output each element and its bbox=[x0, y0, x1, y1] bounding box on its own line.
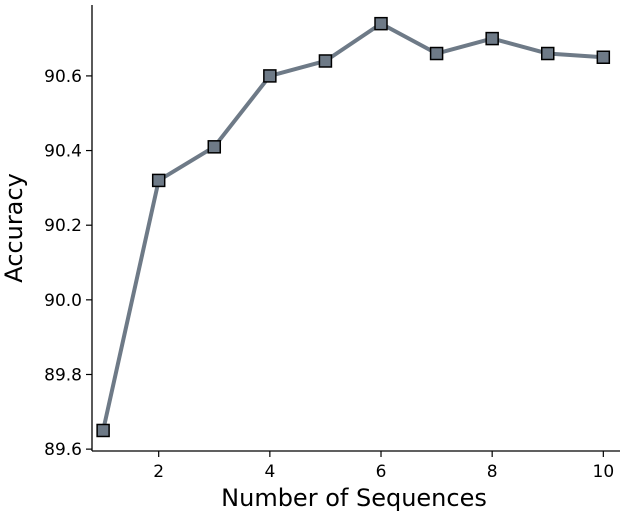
y-tick-label: 90.2 bbox=[44, 216, 82, 236]
x-tick-label: 6 bbox=[376, 462, 387, 482]
axes: 2 4 6 8 10 89.6 89.8 90.0 90.2 90.4 90.6 bbox=[44, 5, 620, 482]
data-point-marker bbox=[596, 50, 611, 65]
data-point-marker bbox=[540, 46, 555, 61]
data-point-marker bbox=[374, 16, 388, 31]
x-tick-label: 2 bbox=[153, 462, 164, 482]
data-point-marker bbox=[207, 140, 222, 154]
x-tick-label: 8 bbox=[487, 462, 498, 482]
y-tick-label: 89.8 bbox=[44, 365, 82, 385]
y-tick-label: 89.6 bbox=[44, 440, 82, 460]
data-point-marker bbox=[96, 423, 110, 438]
data-point-marker bbox=[485, 31, 499, 46]
data-point-marker bbox=[429, 46, 444, 61]
y-axis-title: Accuracy bbox=[0, 173, 28, 283]
y-tick-label: 90.6 bbox=[44, 67, 82, 87]
x-tick-label: 10 bbox=[593, 462, 615, 482]
series-line bbox=[101, 21, 606, 433]
series-layer bbox=[96, 16, 611, 438]
data-point-marker bbox=[318, 54, 333, 68]
y-tick-label: 90.0 bbox=[44, 291, 82, 311]
data-point-marker bbox=[151, 173, 166, 188]
data-point-marker bbox=[263, 69, 277, 83]
x-axis-title: Number of Sequences bbox=[221, 484, 487, 512]
x-tick-label: 4 bbox=[264, 462, 275, 482]
y-tick-label: 90.4 bbox=[44, 142, 82, 162]
